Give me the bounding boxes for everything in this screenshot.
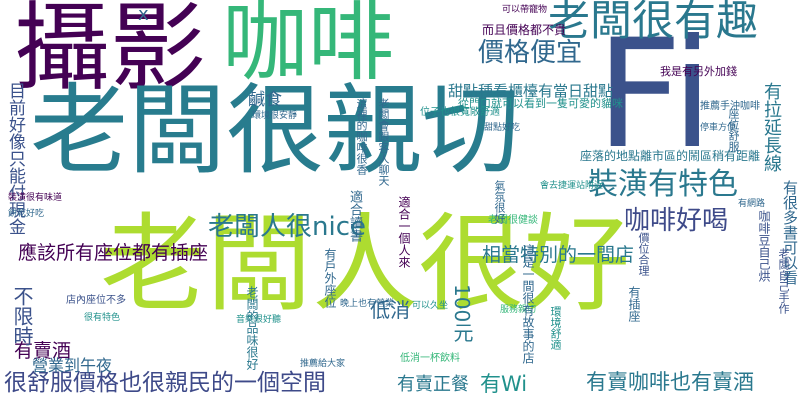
word-small: 價位合理 [637,232,650,276]
word-small: 服務親切 [500,305,537,315]
word-small: 有插座 [627,286,641,322]
word-small: 低消一杯飲料 [400,353,460,364]
word-small: 適合一個人來 [397,196,411,268]
word-small: 有網路 [738,199,766,209]
word-small: 老闆自己手作 [777,248,790,314]
word-small: 可以帶寵物 [502,5,548,15]
word-small: 推薦手沖咖啡 [700,101,760,112]
word-bu-xianshi: 不限時 [10,286,34,346]
word-jiage-bu-gui: 而且價格都不貴 [482,23,567,37]
word-xiangdang-tebie: 相當特別的一間店 [482,244,635,266]
word-small: 停車方便 [700,123,737,133]
word-kafei-haohe: 咖啡好喝 [624,206,729,236]
word-laoban-hen-qinqie: 老闆很親切 [30,74,521,188]
word-small: 音樂很好聽 [236,315,282,325]
word-small: 裝潢很有味道 [8,193,63,203]
word-small: 甜點好吃 [484,123,521,133]
word-yingye-dao-wuye: 營業到午夜 [32,356,113,375]
word-xianshi: 鹹食 [248,90,282,110]
word-zuoluo-didian: 座落的地點離市區的鬧區稍有距離 [580,149,761,163]
word-small: 從門口就可以看到一隻可愛的貓咪 [458,97,623,110]
word-small: 晚上也有營業 [340,299,395,309]
word-small: 環境很安靜 [252,111,298,121]
word-kafei: 咖啡 [222,0,394,93]
word-small: 這是一間很有故事的店 [521,244,535,364]
word-100-yuan: 100元 [450,284,474,343]
word-dixiao: 低消 [370,298,410,322]
word-small: 老闆很健談 [488,215,538,226]
word-small: 可以久坐 [412,301,449,311]
word-small: 咖啡豆自己烘 [757,210,771,282]
word-small: 老闆的品味很好 [245,286,259,370]
word-tiandian-guitai: 甜點種看櫃檯有當日甜點 [448,82,614,100]
word-laoban-ren-hen-nice: 老闆人很nice [208,212,366,242]
word-jiage-pianyi: 價格便宜 [478,38,583,68]
word-small: 老闆會跟客人聊天 [377,98,390,186]
word-laoban-ren-hen-hao: 老闆人很好 [100,203,630,326]
word-laoban-hen-youqu: 老闆很有趣 [548,0,759,45]
word-small: 店內座位不多 [66,295,126,306]
word-you-wi: 有Wi [480,372,528,396]
word-small: 會去捷運站附近 [540,181,604,191]
word-small: 餅乾好吃 [8,209,45,219]
word-you-la-yanchangxian: 有拉延長線 [761,82,782,172]
word-small: 有很多書可以看 [781,180,799,285]
word-zhi-neng-fu-xianjin: 目前好像只能付現金 [5,82,25,235]
word-small: 氣氛很好 [493,180,506,224]
word-small: 這裡的咖啡很香 [355,98,368,175]
word-small: 適合讀書 [347,190,362,242]
word-fi: Fi [596,8,714,182]
word-small: 環境舒適 [549,306,562,350]
word-small: 有戶外座位 [323,248,337,308]
word-x: x [138,4,149,25]
word-shying: 攝影 [14,0,206,104]
word-mai-kafei-ye-mai-jiu: 有賣咖啡也有賣酒 [586,370,754,394]
word-zhuanghuang-you-tese: 裝潢有特色 [588,167,738,202]
word-small: 很有特色 [84,313,121,323]
word-small: 座位舒服 [727,108,740,152]
word-you-mai-jiu: 有賣酒 [14,340,72,362]
word-hen-shufu-kongjian: 很舒服價格也很親民的一個空間 [4,370,326,396]
word-ling-wai-jia-qian: 我是有另外加錢 [660,65,737,78]
word-mai-zhengcan: 有賣正餐 [397,374,469,395]
word-small: 位子也很寬敞舒適 [420,107,500,118]
word-zuowei-you-chazuo: 應該所有座位都有插座 [18,242,209,264]
word-small: 推薦給大家 [300,359,346,369]
